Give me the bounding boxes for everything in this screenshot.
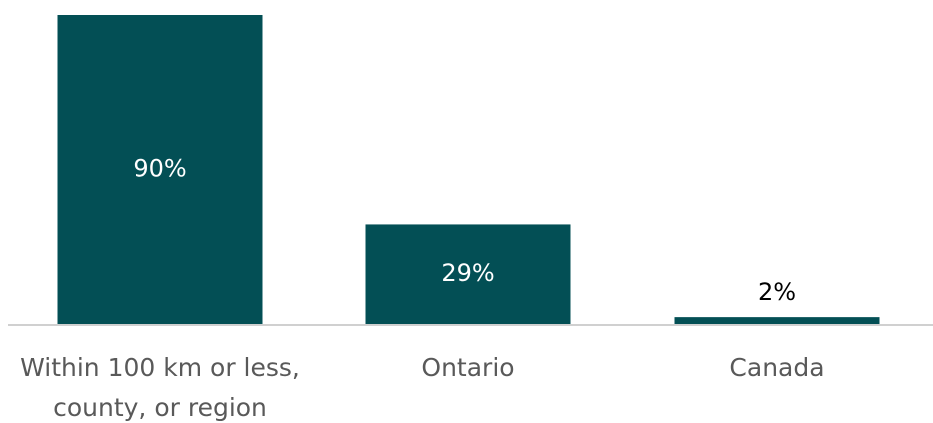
bar-group — [57, 15, 880, 324]
data-label-0: 90% — [133, 155, 186, 183]
bar-2 — [674, 317, 880, 324]
data-label-1: 29% — [441, 259, 494, 287]
data-label-2: 2% — [758, 278, 796, 306]
category-label-group: Within 100 km or less, county, or region O… — [20, 353, 824, 422]
category-label-2: Canada — [729, 353, 824, 382]
category-label-1: Ontario — [421, 353, 514, 382]
bar-0 — [57, 15, 263, 324]
category-label-line: Ontario — [421, 353, 514, 382]
category-label-0: Within 100 km or less, county, or region — [20, 353, 300, 422]
data-label-group: 90% 29% 2% — [133, 155, 796, 307]
bar-1 — [365, 224, 571, 324]
category-label-line: Within 100 km or less, — [20, 353, 300, 382]
category-label-line: county, or region — [53, 393, 267, 422]
category-label-line: Canada — [729, 353, 824, 382]
